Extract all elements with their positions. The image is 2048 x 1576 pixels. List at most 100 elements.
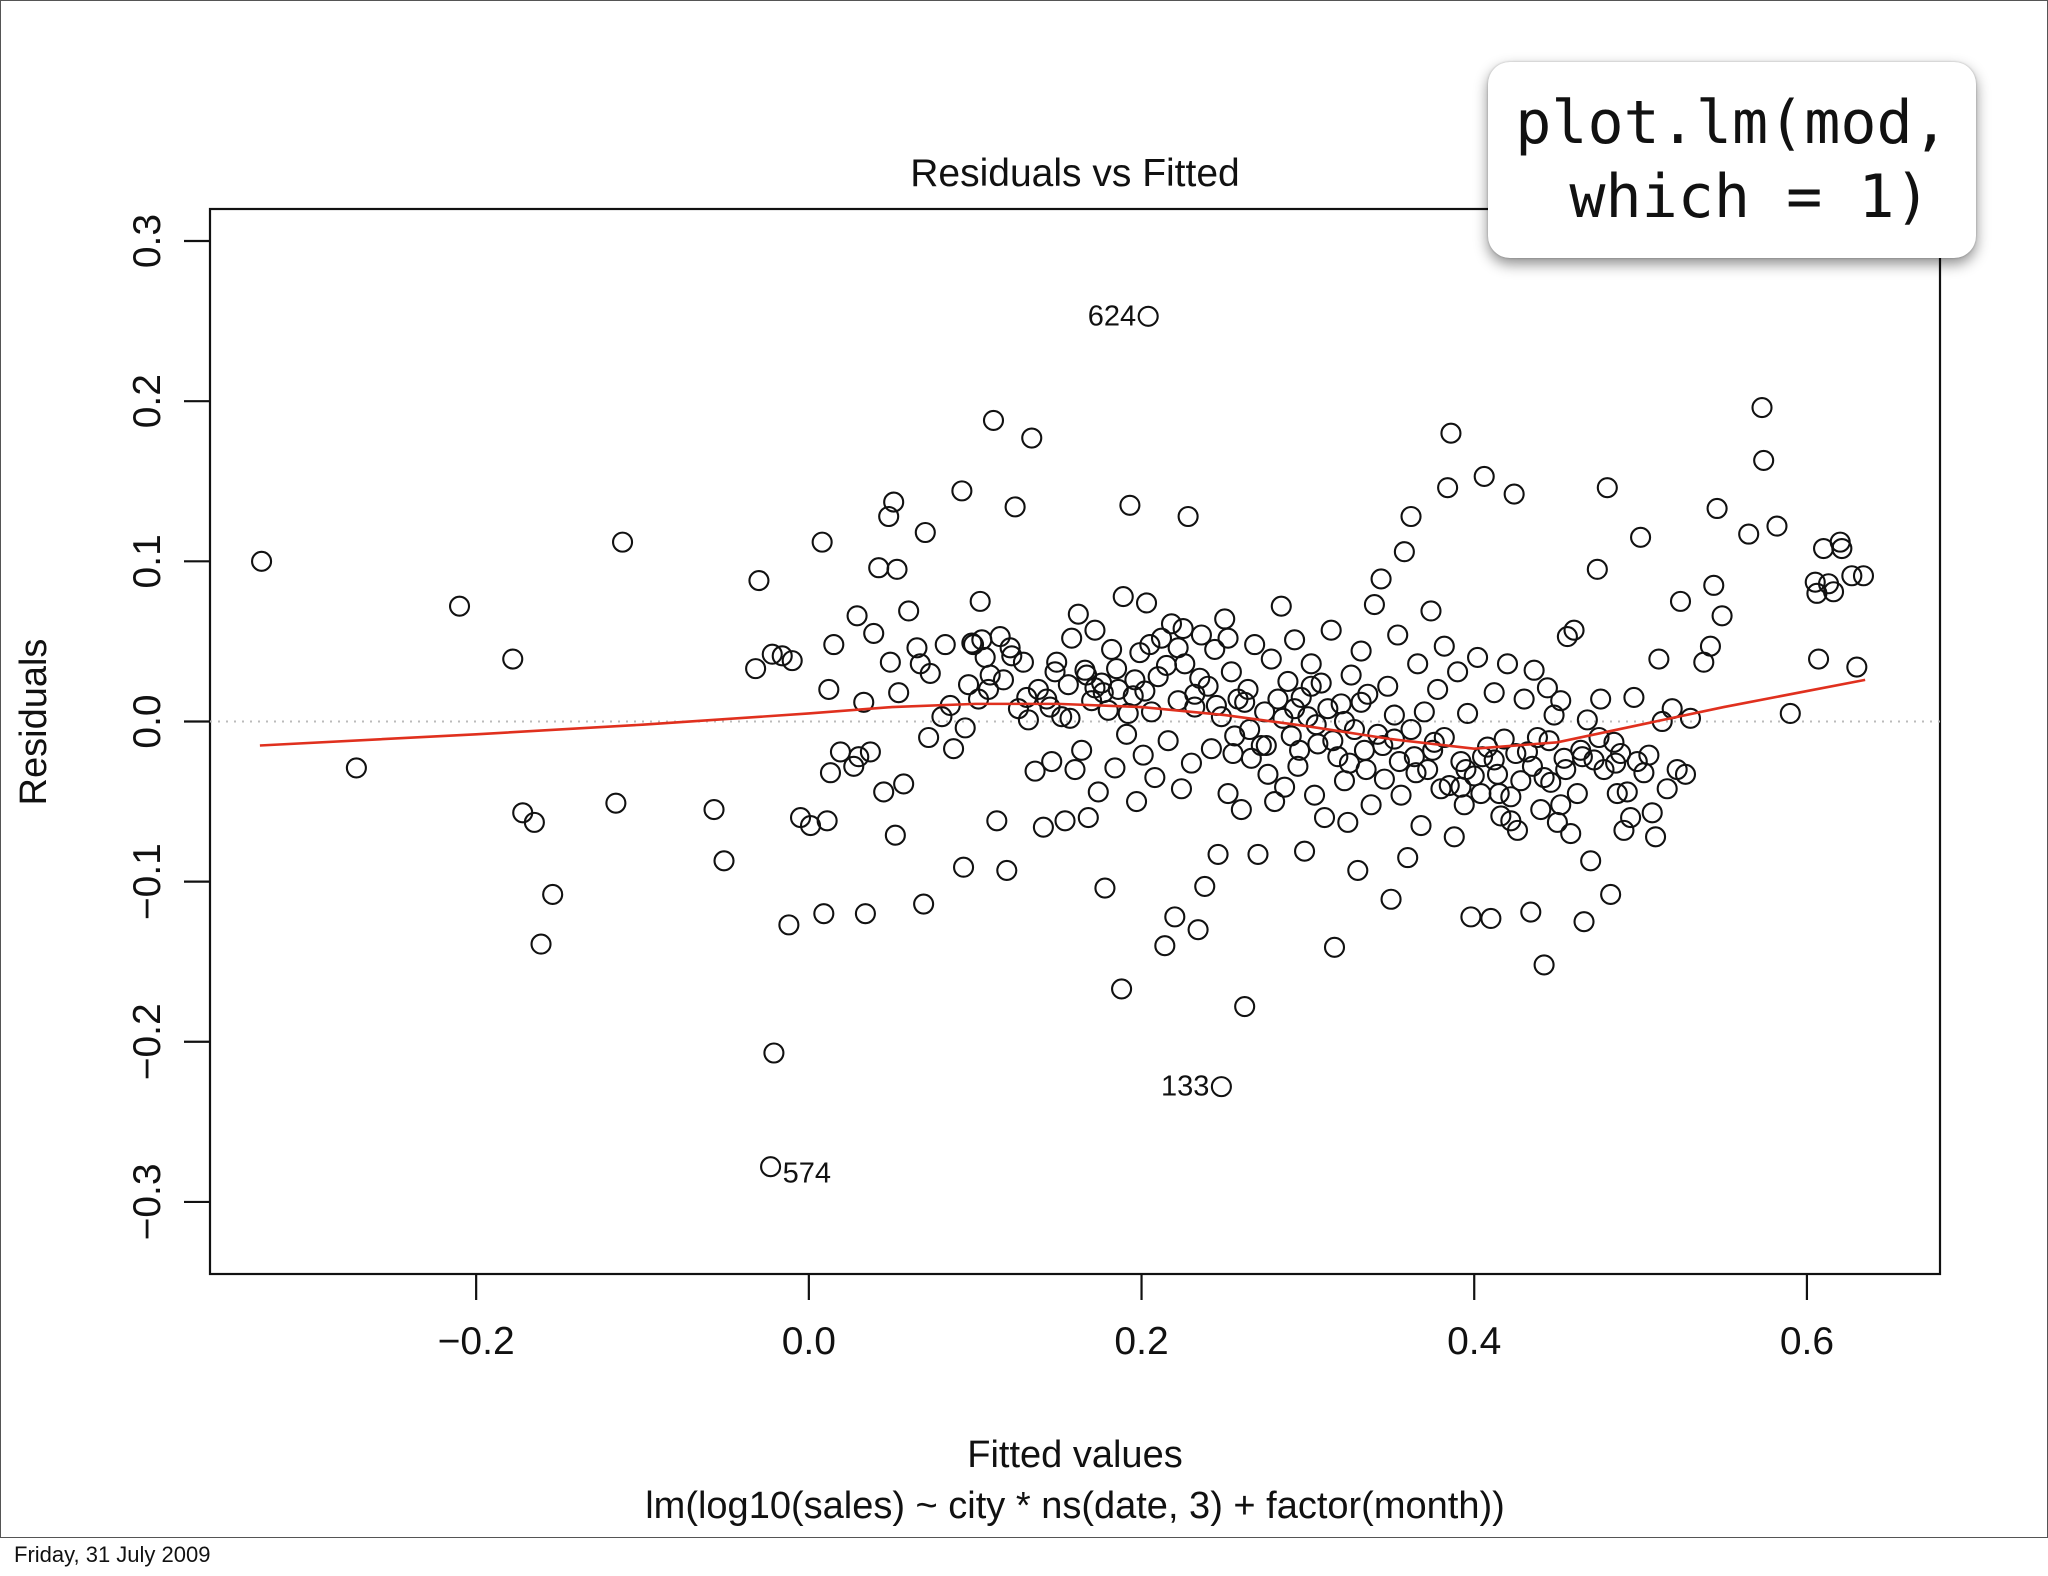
data-point [1605,752,1627,774]
data-point [1674,763,1697,785]
data-point [1132,744,1154,766]
data-point [1738,523,1760,545]
data-point [1054,810,1076,832]
data-point [1804,571,1826,593]
data-point [611,531,634,553]
code-annotation-callout: plot.lm(mod, which = 1) [1488,62,1976,258]
x-tick-label: 0.0 [782,1320,836,1363]
data-point [523,811,545,833]
data-point [1205,694,1227,717]
data-point [1116,723,1138,745]
data-point [761,643,783,665]
data-point [1172,618,1194,640]
data-point [1656,778,1678,800]
data-point [879,651,901,673]
data-point [1280,725,1302,747]
data-point [1224,725,1246,747]
x-tick-label: 0.4 [1447,1320,1501,1363]
data-point [1626,750,1648,773]
data-point [1533,954,1555,976]
data-point [1533,766,1555,789]
data-point [1447,661,1469,683]
data-point [878,505,900,528]
data-point [1822,581,1845,603]
data-point [1520,901,1542,923]
data-point [1200,738,1222,760]
data-point [1808,648,1830,670]
data-point [1194,875,1216,897]
data-point [1538,730,1560,752]
data-point [989,626,1011,648]
data-point [1284,629,1306,651]
data-point [1217,782,1239,805]
data-point [1450,776,1472,798]
data-point [1536,677,1558,699]
data-point [1410,815,1432,837]
data-point [898,600,920,622]
data-point [1480,907,1502,930]
outlier-point [1137,305,1159,327]
data-point [1024,760,1046,782]
data-point [1546,811,1568,833]
data-point [1370,568,1392,590]
data-point [1620,807,1642,829]
data-point [1400,718,1422,741]
data-point [1383,704,1405,726]
data-point [1555,758,1577,781]
data-point [1164,906,1186,928]
data-point [1081,690,1103,712]
data-point [1483,682,1505,704]
data-point [542,883,564,905]
y-tick-label: 0.1 [126,534,169,588]
y-tick-label: −0.1 [126,843,169,920]
data-point [1017,709,1039,731]
data-point [1467,646,1489,668]
data-point [1596,477,1618,499]
y-tick-label: 0.3 [126,214,169,268]
data-point [1059,707,1081,729]
data-point [1044,661,1066,683]
chart-title: Residuals vs Fitted [910,152,1239,195]
data-point [952,856,975,878]
data-point [1313,807,1336,829]
footer-date: Friday, 31 July 2009 [14,1542,211,1567]
data-point [1380,888,1402,910]
data-point [1360,794,1382,816]
data-point [1117,702,1139,725]
data-point [1523,659,1545,681]
outlier-label: 133 [1161,1071,1209,1103]
y-axis-label: Residuals [13,639,55,806]
data-point [934,634,956,656]
data-point [1267,688,1289,710]
data-point [1490,805,1512,827]
data-point [1831,537,1853,560]
data-point [884,824,906,846]
data-point [1327,746,1349,768]
plot-frame [208,207,1942,1276]
data-point [1521,755,1544,777]
data-point [1503,483,1525,505]
data-point [1350,691,1372,713]
data-point [448,595,471,617]
data-point [1189,667,1211,689]
data-point [1101,638,1123,660]
data-point [1106,658,1128,680]
data-point [1333,770,1356,792]
data-point [1397,847,1419,869]
data-point [1706,497,1728,520]
data-point [1039,696,1061,718]
data-point [1486,763,1509,785]
data-point [1543,704,1565,726]
data-point [951,480,973,502]
model-formula-subtitle: lm(log10(sales) ~ city * ns(date, 3) + f… [645,1485,1505,1527]
data-point [1641,802,1663,824]
data-point [1234,995,1256,1018]
data-point [868,557,890,579]
data-point [1580,850,1602,872]
data-point [1041,750,1063,773]
data-point [906,637,928,659]
data-point [1405,762,1427,784]
data-point [982,409,1005,431]
data-point [1443,826,1465,848]
data-point [1422,739,1444,761]
